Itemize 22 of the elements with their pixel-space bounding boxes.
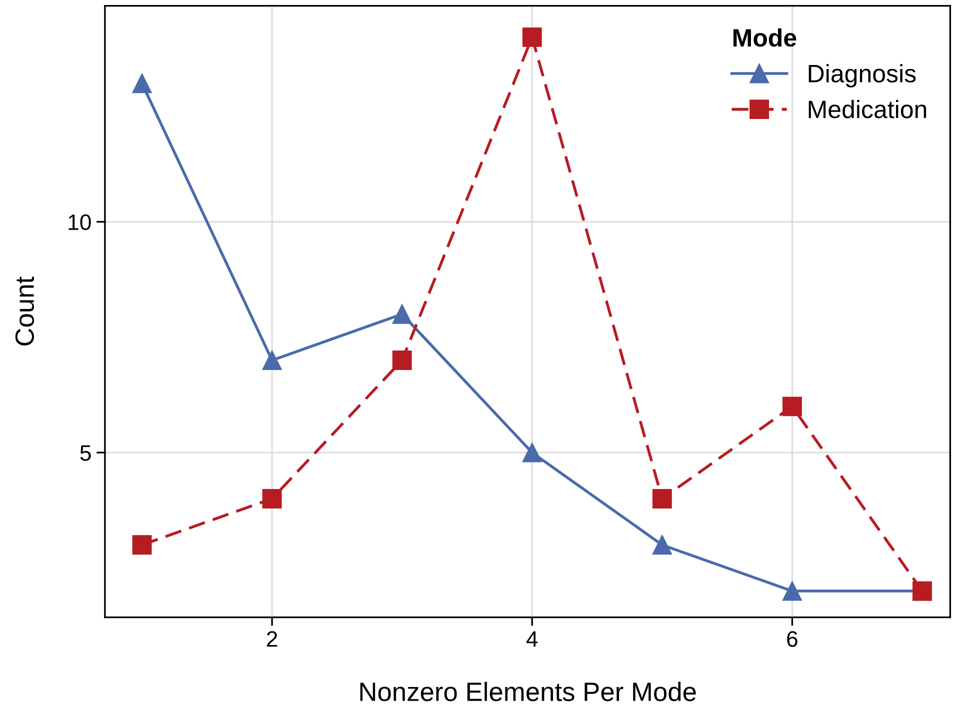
point <box>262 489 282 508</box>
point <box>522 27 542 47</box>
x-axis-title: Nonzero Elements Per Mode <box>360 682 696 702</box>
point <box>392 304 412 324</box>
y-tick-label: 10 <box>68 214 91 230</box>
point <box>262 350 282 370</box>
point <box>132 74 152 94</box>
legend-label: Diagnosis <box>808 64 916 88</box>
point <box>132 535 152 555</box>
y-tick-label: 5 <box>80 445 91 461</box>
point <box>652 535 672 555</box>
y-axis-title: Count <box>15 276 34 346</box>
point <box>522 442 542 462</box>
point <box>392 350 412 370</box>
x-tick-label: 4 <box>526 631 538 647</box>
legend-title: Mode <box>733 28 796 47</box>
point <box>652 489 672 508</box>
x-tick-label: 2 <box>266 631 278 647</box>
legend-label: Medication <box>808 100 926 118</box>
point <box>782 396 802 416</box>
x-tick-label: 6 <box>787 631 798 647</box>
point <box>782 581 802 601</box>
